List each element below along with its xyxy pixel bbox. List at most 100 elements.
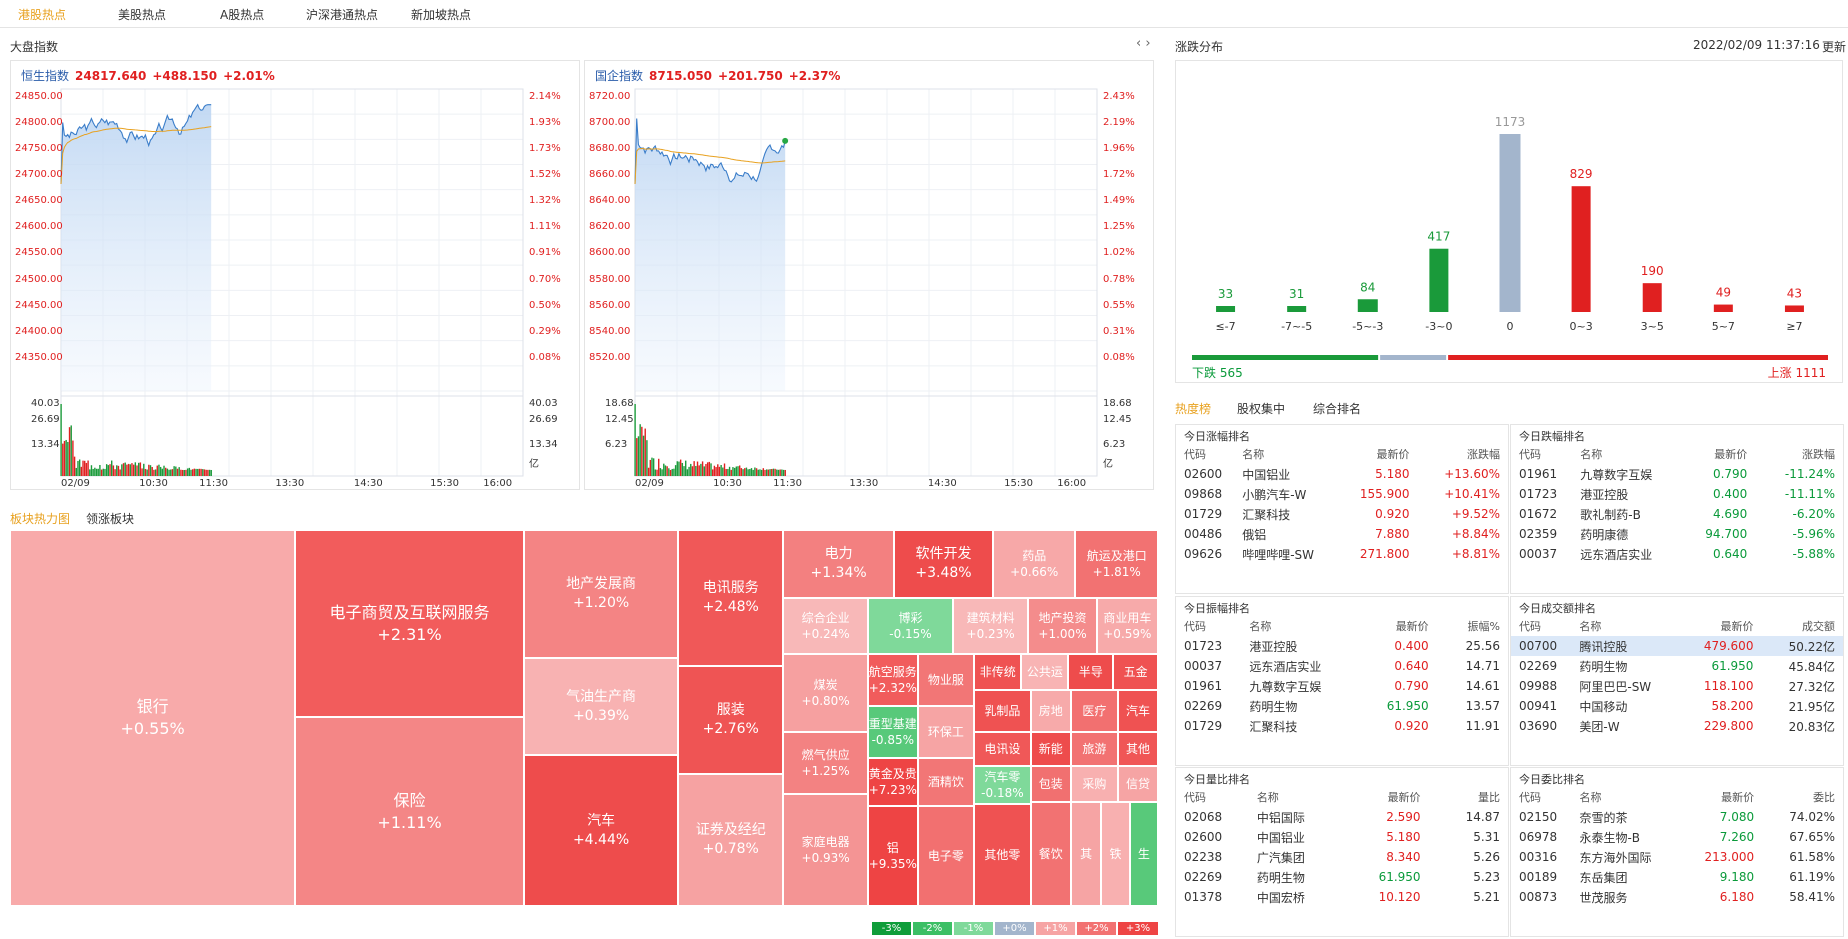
sector-tile[interactable]: 家庭电器 +0.93%	[783, 794, 869, 906]
table-row[interactable]: 09988 阿里巴巴-SW 118.100 27.32亿	[1511, 676, 1843, 696]
sector-tile[interactable]: 黄金及贵 +7.23%	[868, 758, 918, 806]
sector-tile[interactable]: 地产投资 +1.00%	[1028, 598, 1097, 654]
sector-tile[interactable]: 新能	[1030, 732, 1071, 766]
table-row[interactable]: 02269 药明生物 61.950 13.57	[1176, 696, 1508, 716]
table-row[interactable]: 00316 东方海外国际 213.000 61.58%	[1511, 847, 1843, 867]
sector-tile[interactable]: 煤炭 +0.80%	[783, 654, 869, 732]
tab-connect[interactable]: 沪深港通热点	[306, 8, 379, 22]
table-row[interactable]: 02238 广汽集团 8.340 5.26	[1176, 847, 1508, 867]
sector-tile[interactable]: 汽车	[1117, 690, 1158, 732]
prev-next-arrows[interactable]: ‹ ›	[1136, 36, 1151, 51]
sector-tile[interactable]: 医疗	[1070, 690, 1118, 732]
sector-tile[interactable]: 物业服	[917, 654, 975, 706]
sector-tile[interactable]: 电力 +1.34%	[783, 530, 894, 598]
sector-tile[interactable]: 航运及港口 +1.81%	[1075, 530, 1158, 598]
sector-tile[interactable]: 电讯服务 +2.48%	[678, 530, 784, 666]
sector-tile[interactable]: 酒精饮	[917, 758, 975, 806]
table-row[interactable]: 01723 港亚控股 0.400 -11.11%	[1511, 484, 1843, 504]
sector-tile[interactable]: 电子商贸及互联网服务 +2.31%	[295, 530, 524, 717]
sector-tile[interactable]: 服装 +2.76%	[678, 666, 784, 774]
tab-leading-sectors[interactable]: 领涨板块	[86, 512, 135, 526]
table-row[interactable]: 01378 中国宏桥 10.120 5.21	[1176, 887, 1508, 907]
table-row[interactable]: 06978 永泰生物-B 7.260 67.65%	[1511, 827, 1843, 847]
table-row[interactable]: 00873 世茂服务 6.180 58.41%	[1511, 887, 1843, 907]
sector-tile[interactable]: 药品 +0.66%	[992, 530, 1076, 598]
sector-tile[interactable]: 环保工	[917, 706, 975, 758]
table-row[interactable]: 02359 药明康德 94.700 -5.96%	[1511, 524, 1843, 544]
sector-tile[interactable]: 燃气供应 +1.25%	[783, 732, 869, 794]
sector-tile[interactable]: 银行 +0.55%	[10, 530, 296, 906]
table-cell: 9.180	[1719, 870, 1755, 884]
table-row[interactable]: 00189 东岳集团 9.180 61.19%	[1511, 867, 1843, 887]
table-row[interactable]: 09868 小鹏汽车-W 155.900 +10.41%	[1176, 484, 1508, 504]
tab-a[interactable]: A股热点	[220, 8, 265, 22]
table-row[interactable]: 01723 港亚控股 0.400 25.56	[1176, 636, 1508, 656]
sector-tile[interactable]: 证券及经纪 +0.78%	[678, 774, 784, 906]
sector-tile[interactable]: 其他	[1117, 732, 1158, 766]
sector-tile[interactable]: 铁	[1101, 802, 1130, 906]
table-row[interactable]: 02600 中国铝业 5.180 +13.60%	[1176, 464, 1508, 484]
tab-hot[interactable]: 热度榜	[1175, 402, 1212, 416]
sector-tile[interactable]: 房地	[1030, 690, 1071, 732]
vol-label-right: 12.45	[1103, 414, 1132, 425]
sector-tile[interactable]: 五金	[1113, 654, 1158, 690]
table-row[interactable]: 01961 九尊数字互娱 0.790 -11.24%	[1511, 464, 1843, 484]
tab-us[interactable]: 美股热点	[118, 8, 167, 22]
tab-heatmap[interactable]: 板块热力图	[10, 512, 71, 526]
sector-tile[interactable]: 重型基建 -0.85%	[868, 706, 918, 758]
sector-tile[interactable]: 信贷	[1117, 766, 1158, 802]
table-row[interactable]: 00941 中国移动 58.200 21.95亿	[1511, 696, 1843, 716]
table-row[interactable]: 03690 美团-W 229.800 20.83亿	[1511, 716, 1843, 736]
table-row[interactable]: 00700 腾讯控股 479.600 50.22亿	[1511, 636, 1843, 656]
sector-tile[interactable]: 旅游	[1070, 732, 1118, 766]
sector-tile[interactable]: 博彩 -0.15%	[868, 598, 953, 654]
sector-tile[interactable]: 其他零	[974, 804, 1031, 906]
tab-hk[interactable]: 港股热点	[18, 8, 67, 22]
table-row[interactable]: 02068 中铝国际 2.590 14.87	[1176, 807, 1508, 827]
sector-tile[interactable]: 非传统	[974, 654, 1022, 690]
sector-tile[interactable]: 气油生产商 +0.39%	[523, 658, 679, 755]
sector-tile[interactable]: 电子零	[917, 806, 975, 906]
y-label-left: 8720.00	[589, 91, 631, 102]
sector-tile[interactable]: 综合企业 +0.24%	[783, 598, 869, 654]
table-row[interactable]: 02269 药明生物 61.950 5.23	[1176, 867, 1508, 887]
sector-tile[interactable]: 建筑材料 +0.23%	[952, 598, 1029, 654]
sector-tile[interactable]: 商业用车 +0.59%	[1096, 598, 1158, 654]
table-row[interactable]: 00037 远东酒店实业 0.640 14.71	[1176, 656, 1508, 676]
tab-sg[interactable]: 新加坡热点	[411, 8, 472, 22]
table-row[interactable]: 01961 九尊数字互娱 0.790 14.61	[1176, 676, 1508, 696]
table-cell: 中国铝业	[1256, 830, 1305, 845]
sector-tile[interactable]: 汽车 +4.44%	[523, 755, 679, 906]
table-row[interactable]: 09626 哔哩哔哩-SW 271.800 +8.81%	[1176, 544, 1508, 564]
table-cell: 09988	[1519, 679, 1558, 693]
table-cell: 94.700	[1705, 527, 1748, 541]
tab-equity[interactable]: 股权集中	[1237, 402, 1286, 416]
refresh-button[interactable]: 更新	[1822, 40, 1847, 54]
table-cell: 广汽集团	[1256, 850, 1305, 865]
table-row[interactable]: 00486 俄铝 7.880 +8.84%	[1176, 524, 1508, 544]
sector-tile[interactable]: 电讯设	[974, 732, 1031, 766]
table-row[interactable]: 01672 歌礼制药-B 4.690 -6.20%	[1511, 504, 1843, 524]
sector-tile[interactable]: 其	[1070, 802, 1102, 906]
sector-pct: +1.34%	[810, 565, 867, 581]
sector-tile[interactable]: 软件开发 +3.48%	[893, 530, 993, 598]
table-row[interactable]: 02269 药明生物 61.950 45.84亿	[1511, 656, 1843, 676]
sector-tile[interactable]: 汽车零 -0.18%	[974, 766, 1031, 804]
tab-composite[interactable]: 综合排名	[1313, 402, 1362, 416]
sector-tile[interactable]: 地产发展商 +1.20%	[523, 530, 679, 658]
table-row[interactable]: 00037 远东酒店实业 0.640 -5.88%	[1511, 544, 1843, 564]
sector-tile[interactable]: 乳制品	[974, 690, 1031, 732]
sector-tile[interactable]: 包装	[1030, 766, 1071, 802]
sector-tile[interactable]: 航空服务 +2.32%	[868, 654, 918, 706]
table-row[interactable]: 01729 汇聚科技 0.920 11.91	[1176, 716, 1508, 736]
sector-tile[interactable]: 半导	[1068, 654, 1114, 690]
sector-tile[interactable]: 保险 +1.11%	[295, 717, 524, 906]
table-row[interactable]: 01729 汇聚科技 0.920 +9.52%	[1176, 504, 1508, 524]
sector-tile[interactable]: 餐饮	[1030, 802, 1071, 906]
sector-tile[interactable]: 生	[1129, 802, 1158, 906]
sector-tile[interactable]: 铝 +9.35%	[868, 806, 918, 906]
sector-tile[interactable]: 公共运	[1021, 654, 1069, 690]
table-row[interactable]: 02150 奈雪的茶 7.080 74.02%	[1511, 807, 1843, 827]
table-row[interactable]: 02600 中国铝业 5.180 5.31	[1176, 827, 1508, 847]
sector-tile[interactable]: 采购	[1070, 766, 1118, 802]
